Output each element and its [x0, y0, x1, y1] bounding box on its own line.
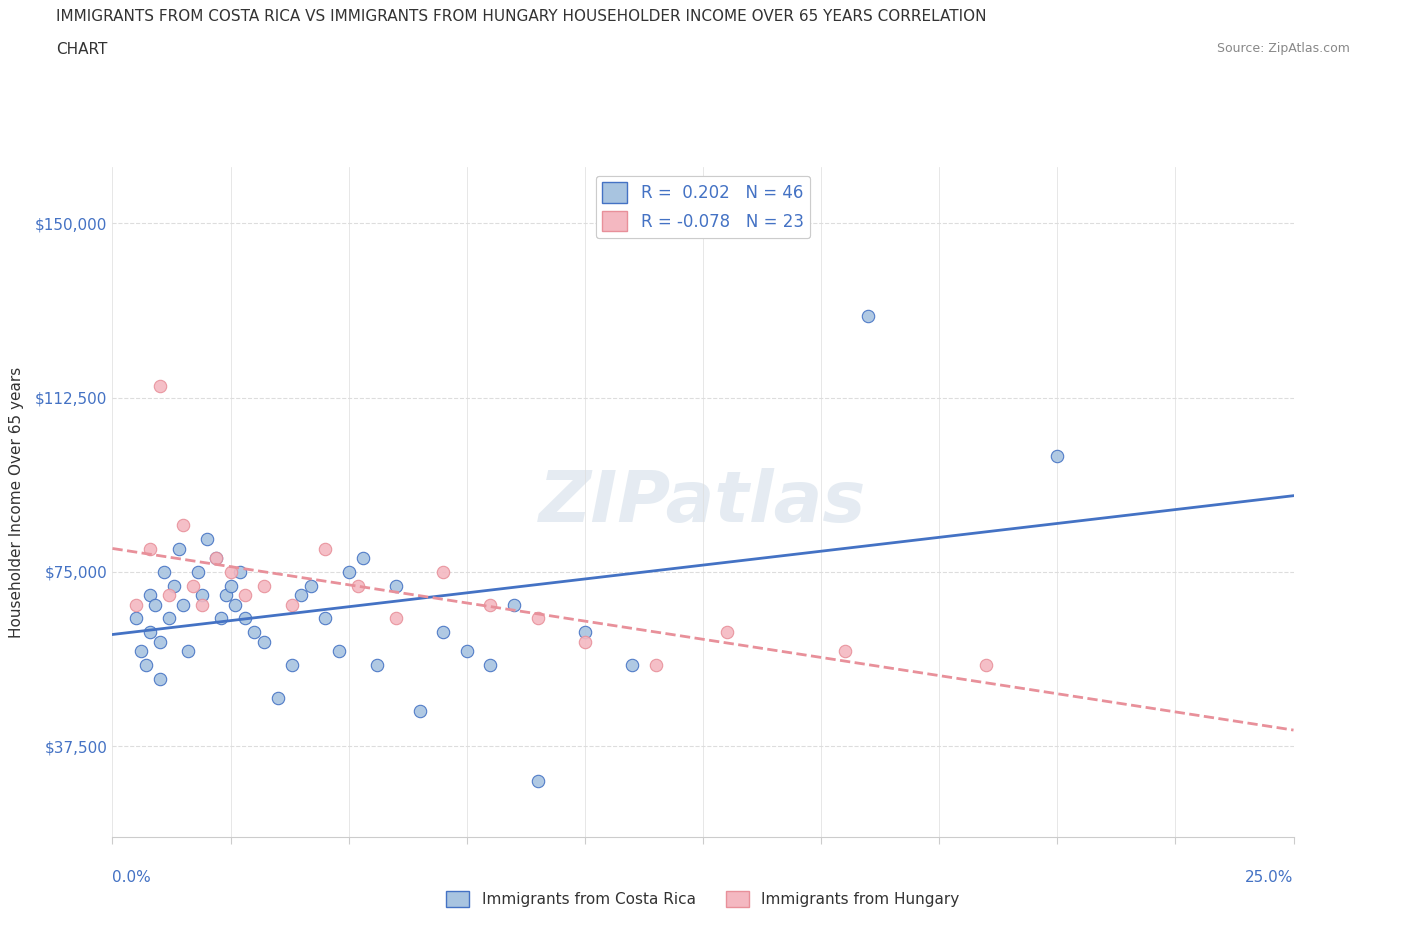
Point [191, 597, 214, 612]
Point [976, 658, 998, 672]
Point [157, 611, 180, 626]
Text: 0.0%: 0.0% [112, 870, 152, 884]
Point [243, 625, 266, 640]
Point [219, 578, 242, 593]
Text: 25.0%: 25.0% [1246, 870, 1294, 884]
Point [195, 532, 218, 547]
Point [186, 565, 208, 579]
Point [1046, 448, 1069, 463]
Point [328, 644, 350, 658]
Point [408, 704, 430, 719]
Point [209, 611, 232, 626]
Legend: Immigrants from Costa Rica, Immigrants from Hungary: Immigrants from Costa Rica, Immigrants f… [440, 884, 966, 913]
Point [172, 518, 194, 533]
Point [224, 597, 246, 612]
Point [181, 578, 204, 593]
Point [621, 658, 644, 672]
Point [456, 644, 478, 658]
Point [385, 578, 408, 593]
Point [644, 658, 666, 672]
Point [574, 634, 596, 649]
Point [229, 565, 252, 579]
Point [281, 658, 304, 672]
Point [205, 551, 228, 565]
Point [205, 551, 228, 565]
Point [858, 309, 880, 324]
Point [253, 578, 276, 593]
Point [139, 588, 162, 603]
Point [432, 625, 454, 640]
Point [834, 644, 856, 658]
Point [157, 588, 180, 603]
Point [233, 611, 256, 626]
Point [479, 658, 502, 672]
Point [135, 658, 157, 672]
Point [503, 597, 526, 612]
Point [526, 774, 548, 789]
Point [163, 578, 186, 593]
Point [716, 625, 738, 640]
Point [253, 634, 276, 649]
Point [385, 611, 408, 626]
Point [149, 634, 172, 649]
Point [172, 597, 194, 612]
Point [314, 541, 336, 556]
Point [149, 379, 172, 393]
Point [153, 565, 176, 579]
Point [233, 588, 256, 603]
Point [574, 625, 596, 640]
Text: ZIPatlas: ZIPatlas [540, 468, 866, 537]
Point [139, 625, 162, 640]
Point [143, 597, 166, 612]
Point [125, 597, 148, 612]
Point [432, 565, 454, 579]
Point [352, 551, 374, 565]
Point [219, 565, 242, 579]
Point [177, 644, 200, 658]
Point [139, 541, 162, 556]
Point [526, 611, 548, 626]
Point [125, 611, 148, 626]
Point [347, 578, 370, 593]
Point [314, 611, 336, 626]
Point [215, 588, 238, 603]
Legend: R =  0.202   N = 46, R = -0.078   N = 23: R = 0.202 N = 46, R = -0.078 N = 23 [596, 176, 810, 238]
Point [167, 541, 190, 556]
Y-axis label: Householder Income Over 65 years: Householder Income Over 65 years [8, 366, 24, 638]
Point [299, 578, 322, 593]
Point [129, 644, 152, 658]
Point [290, 588, 312, 603]
Point [191, 588, 214, 603]
Point [337, 565, 360, 579]
Point [281, 597, 304, 612]
Text: CHART: CHART [56, 42, 108, 57]
Text: IMMIGRANTS FROM COSTA RICA VS IMMIGRANTS FROM HUNGARY HOUSEHOLDER INCOME OVER 65: IMMIGRANTS FROM COSTA RICA VS IMMIGRANTS… [56, 9, 987, 24]
Point [149, 671, 172, 686]
Point [479, 597, 502, 612]
Point [267, 690, 290, 705]
Text: Source: ZipAtlas.com: Source: ZipAtlas.com [1216, 42, 1350, 55]
Point [366, 658, 388, 672]
